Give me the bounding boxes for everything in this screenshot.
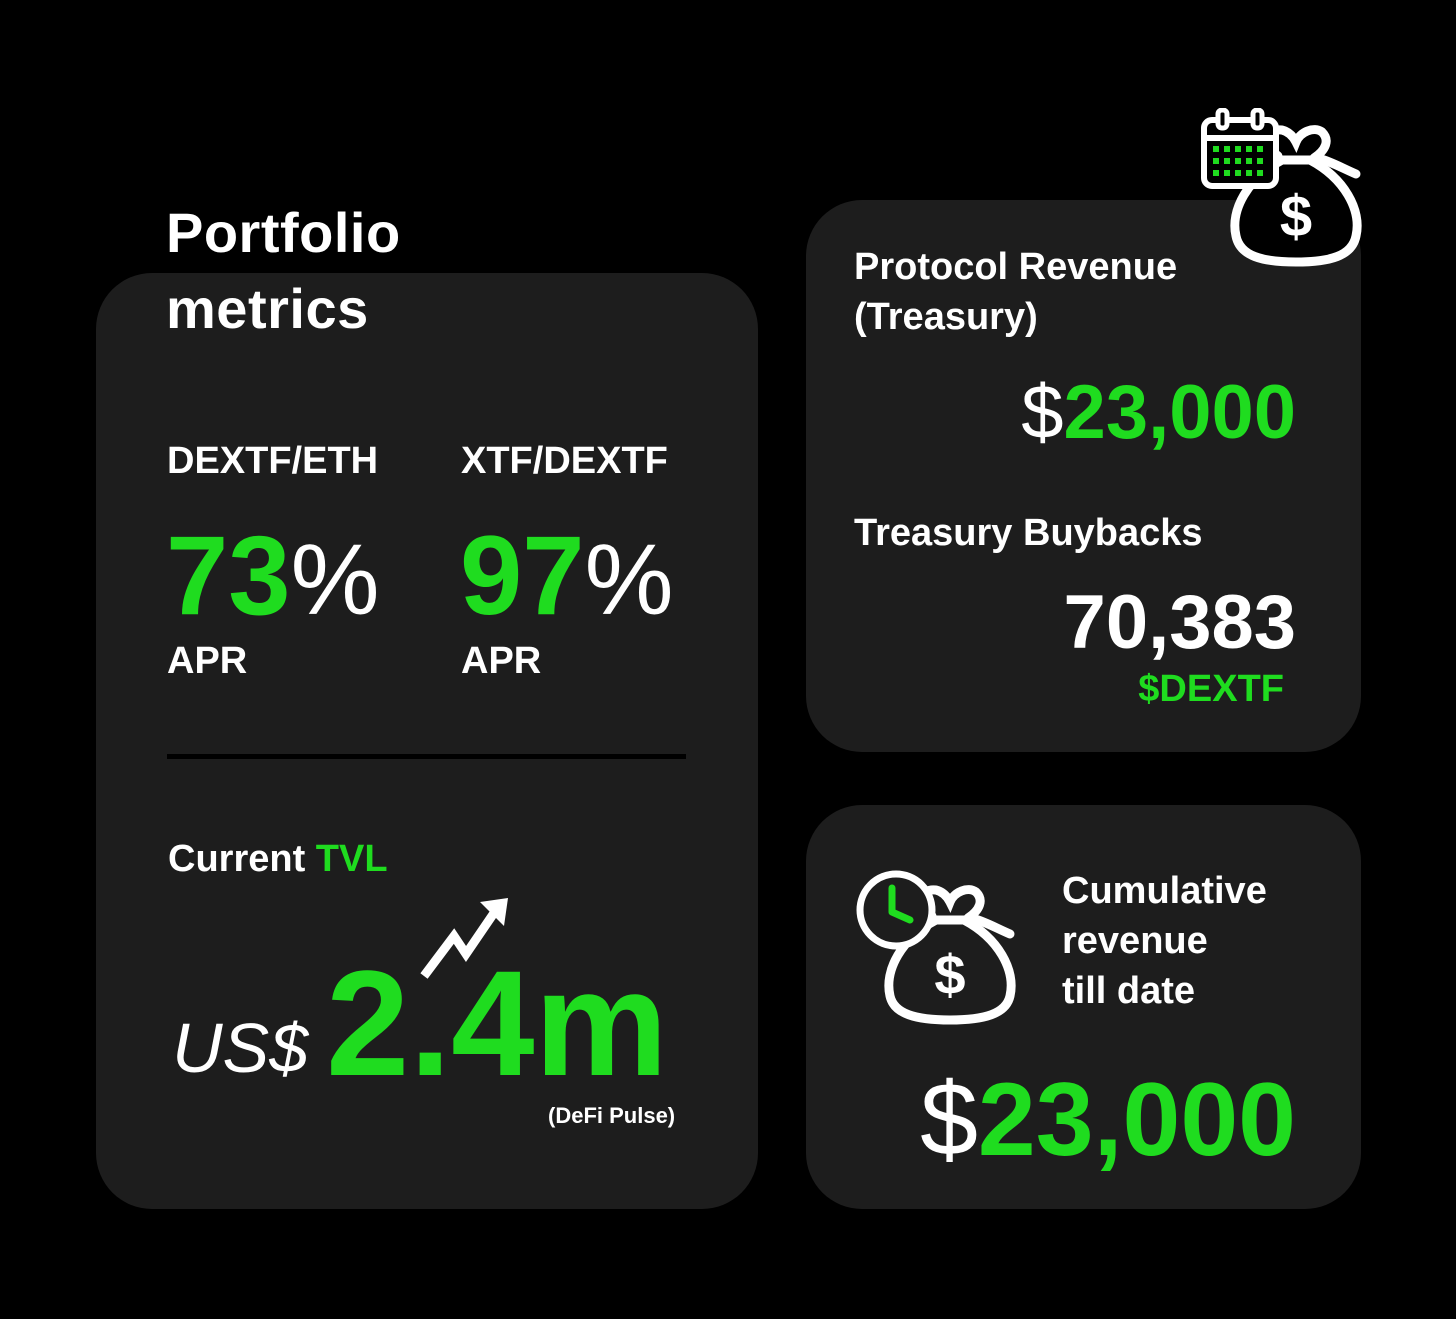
portfolio-metrics-card (96, 273, 758, 1209)
tvl-source: (DeFi Pulse) (548, 1103, 676, 1128)
svg-text:$: $ (1280, 184, 1312, 249)
tvl-currency: US$ (172, 1009, 309, 1087)
cumulative-label-line-1: Cumulative (1062, 870, 1267, 912)
trend-arrow-icon (420, 898, 508, 979)
apr-value: 97% (460, 520, 674, 632)
title-line-1: Portfolio (166, 201, 401, 264)
cumulative-revenue-amount: 23,000 (977, 1062, 1296, 1178)
cumulative-revenue-label: Cumulative revenue till date (1062, 866, 1267, 1016)
dollar-sign: $ (920, 1062, 978, 1178)
apr-number: 97 (460, 513, 585, 638)
clock-icon (856, 870, 936, 950)
protocol-revenue-label: Protocol Revenue (Treasury) (854, 242, 1177, 342)
protocol-revenue-amount: 23,000 (1063, 370, 1296, 455)
buybacks-unit: $DEXTF (1138, 668, 1284, 710)
cumulative-revenue-value: $23,000 (920, 1068, 1296, 1172)
buybacks-label: Treasury Buybacks (854, 512, 1203, 554)
percent-sign: % (290, 524, 380, 636)
svg-text:$: $ (934, 943, 965, 1006)
percent-sign: % (584, 524, 674, 636)
tvl-label: Current TVL (168, 838, 388, 881)
protocol-revenue-label-line-1: Protocol Revenue (854, 246, 1178, 288)
tvl-value: 2.4m (326, 939, 668, 1107)
apr-pair-label: XTF/DEXTF (461, 440, 668, 482)
calendar-icon (1201, 108, 1279, 189)
tvl-label-highlight: TVL (315, 838, 388, 880)
tvl-label-prefix: Current (168, 838, 306, 880)
buybacks-value: 70,383 (1063, 580, 1296, 665)
apr-label: APR (461, 640, 542, 682)
protocol-revenue-label-line-2: (Treasury) (854, 296, 1038, 338)
divider (167, 754, 686, 759)
apr-value: 73% (166, 520, 380, 632)
protocol-revenue-card (806, 200, 1361, 752)
dollar-sign: $ (1021, 370, 1064, 455)
protocol-revenue-value: $23,000 (1021, 375, 1296, 451)
apr-pair-label: DEXTF/ETH (167, 440, 379, 482)
page-title: Portfolio metrics (166, 195, 401, 347)
title-line-2: metrics (166, 277, 369, 340)
apr-label: APR (167, 640, 248, 682)
cumulative-label-line-2: revenue (1062, 920, 1208, 962)
cumulative-label-line-3: till date (1062, 970, 1196, 1012)
apr-number: 73 (166, 513, 291, 638)
